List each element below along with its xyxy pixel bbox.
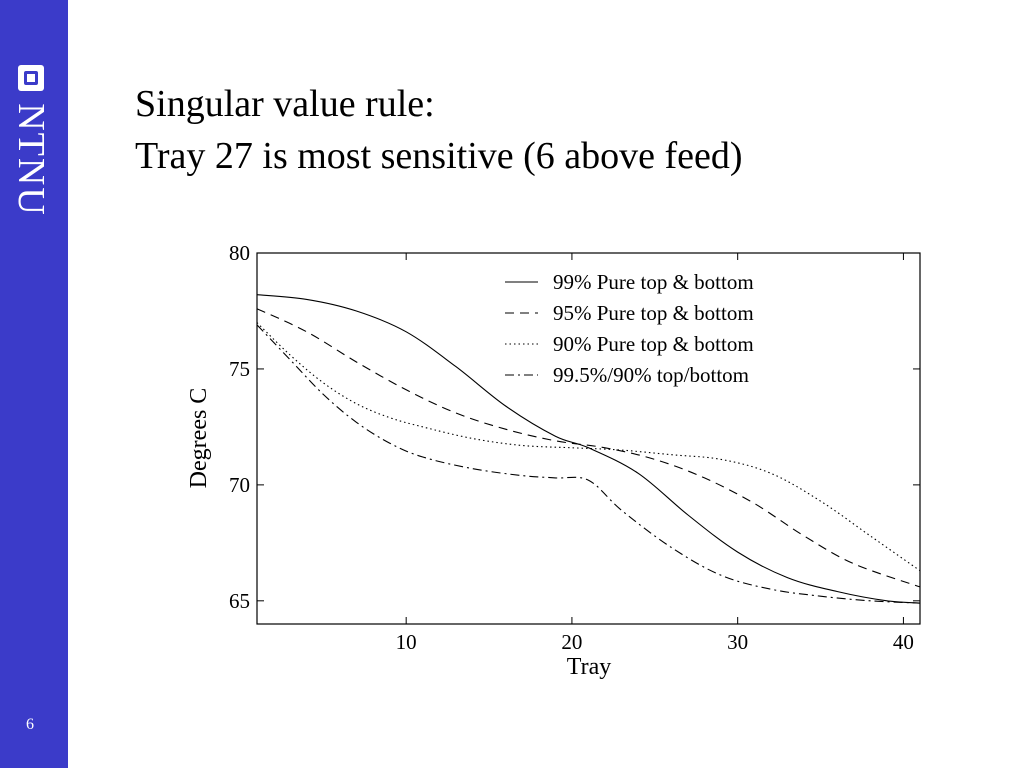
x-tick-label: 40 (893, 630, 914, 654)
y-tick-label: 80 (229, 241, 250, 265)
legend: 99% Pure top & bottom 95% Pure top & bott… (505, 270, 754, 387)
plot-frame (256, 252, 921, 625)
series-line-3 (256, 322, 921, 572)
x-tick-label: 30 (727, 630, 748, 654)
legend-label: 95% Pure top & bottom (553, 301, 754, 325)
plot-area (256, 252, 921, 625)
title-line-1: Singular value rule: (135, 83, 435, 125)
y-tick-label: 75 (229, 357, 250, 381)
title-line-2: Tray 27 is most sensitive (6 above feed) (135, 135, 743, 177)
y-axis-label: Degrees C (186, 388, 212, 489)
y-axis-ticks: 65 70 75 80 (229, 241, 920, 613)
series-line-4 (256, 324, 921, 604)
sidebar: NTNU 6 (0, 0, 68, 768)
x-tick-label: 10 (396, 630, 417, 654)
series-line-1 (256, 294, 921, 604)
slide-number: 6 (26, 716, 34, 733)
y-tick-label: 70 (229, 473, 250, 497)
x-axis-label: Tray (567, 654, 611, 680)
slide-title: Singular value rule: Tray 27 is most sen… (135, 78, 743, 182)
y-tick-label: 65 (229, 589, 250, 613)
x-tick-label: 20 (561, 630, 582, 654)
legend-label: 90% Pure top & bottom (553, 332, 754, 356)
x-axis-ticks: 10 20 30 40 (396, 253, 914, 654)
ntnu-logo-icon (18, 65, 44, 91)
legend-label: 99.5%/90% top/bottom (553, 363, 749, 387)
legend-label: 99% Pure top & bottom (553, 270, 754, 294)
series-lines (256, 294, 921, 604)
